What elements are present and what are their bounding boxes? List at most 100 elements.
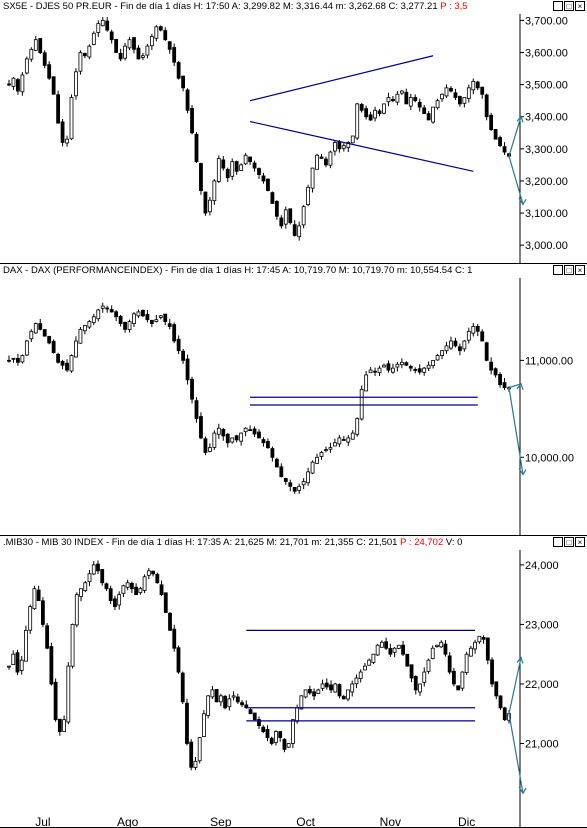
candle [368, 111, 373, 121]
candle [47, 61, 52, 80]
candle [363, 663, 367, 671]
candle [172, 624, 177, 652]
candle [212, 179, 217, 205]
candle [83, 581, 88, 593]
candle [74, 336, 78, 358]
candle [270, 191, 275, 204]
candle [240, 700, 244, 708]
candle [395, 91, 400, 106]
candle [51, 76, 56, 95]
candle [60, 359, 65, 370]
candle [417, 98, 422, 112]
candle [386, 92, 391, 107]
chart-panel-mib30[interactable]: 21,000 22,000 23,000 24,000 Jul Ago Sep Oct Nov D… [0, 536, 587, 828]
candle [203, 436, 208, 456]
candle [350, 430, 355, 440]
candle [399, 90, 404, 96]
candle [279, 463, 284, 478]
candle [202, 710, 206, 738]
sx5e-candlestick-chart[interactable]: 3,000.00 3,100.00 3,200.00 3,300.00 3,400.00… [0, 0, 587, 264]
candle [104, 582, 109, 591]
candle [134, 583, 139, 596]
candle [261, 172, 266, 184]
close-button[interactable]: × [575, 265, 585, 275]
candle [312, 688, 316, 701]
candle [292, 486, 297, 494]
x-tick-label: Jul [35, 815, 50, 828]
candle [121, 584, 126, 597]
candle [274, 200, 279, 220]
panel-header: .MIB30 - MIB 30 INDEX - Fin de día 1 día… [0, 536, 587, 549]
candle [373, 367, 377, 376]
candle [359, 103, 364, 113]
candle [404, 361, 409, 367]
candle [145, 44, 150, 59]
candle [60, 118, 65, 147]
candle [216, 423, 221, 439]
candle [163, 27, 168, 41]
candle [502, 706, 507, 722]
candle [364, 371, 369, 392]
candle [480, 86, 485, 99]
candle [471, 78, 476, 95]
candle [11, 77, 16, 90]
candle [56, 352, 61, 364]
candle [332, 140, 337, 156]
candle [172, 43, 177, 67]
candle [477, 635, 482, 644]
candle [269, 736, 274, 746]
maximize-button[interactable]: □ [564, 537, 574, 547]
candle [96, 20, 101, 37]
candle [464, 651, 469, 675]
x-tick-label: Nov [380, 815, 401, 828]
minimize-button[interactable]: _ [553, 1, 563, 11]
candle [475, 80, 480, 91]
candle [69, 94, 74, 141]
arrow-up [508, 657, 522, 714]
candle [234, 434, 239, 443]
candle [231, 691, 236, 701]
candle [408, 93, 413, 111]
candle [56, 90, 61, 124]
candle [127, 319, 132, 333]
candle [218, 693, 223, 707]
candle [123, 42, 127, 61]
candle [248, 156, 252, 165]
candle [418, 683, 422, 696]
mib30-candlestick-chart[interactable]: 21,000 22,000 23,000 24,000 Jul Ago Sep Oct Nov D… [0, 536, 587, 828]
candle [225, 167, 230, 182]
dax-candlestick-chart[interactable]: 10,000.00 11,000.00 [0, 264, 587, 536]
candle [203, 191, 208, 216]
candle [47, 335, 52, 345]
candle [466, 327, 471, 344]
candle [132, 312, 136, 328]
candle [190, 105, 194, 135]
trendline [249, 55, 434, 102]
candle [405, 653, 410, 667]
close-button[interactable]: × [575, 537, 585, 547]
minimize-button[interactable]: _ [553, 265, 563, 275]
candle [324, 156, 328, 168]
candle [45, 623, 50, 650]
candle [193, 757, 198, 771]
candle [462, 97, 467, 108]
candle [439, 640, 444, 649]
candle [70, 623, 75, 669]
candle [413, 675, 418, 695]
minimize-button[interactable]: _ [553, 537, 563, 547]
close-button[interactable]: × [575, 1, 585, 11]
candle [456, 685, 461, 691]
candle [136, 309, 141, 319]
candle [490, 657, 494, 687]
candle [51, 339, 56, 354]
y-tick-label: 3,600.00 [525, 48, 568, 60]
chart-panel-dax[interactable]: 10,000.00 11,000.00 DAX - DAX (PERFORMANC… [0, 264, 587, 536]
candle [189, 739, 194, 771]
candle [118, 314, 123, 327]
maximize-button[interactable]: □ [564, 1, 574, 11]
maximize-button[interactable]: □ [564, 265, 574, 275]
chart-panel-sx5e[interactable]: 3,000.00 3,100.00 3,200.00 3,300.00 3,400.00… [0, 0, 587, 264]
arrow-up [508, 116, 522, 157]
candle [440, 350, 444, 360]
candle [297, 483, 302, 494]
